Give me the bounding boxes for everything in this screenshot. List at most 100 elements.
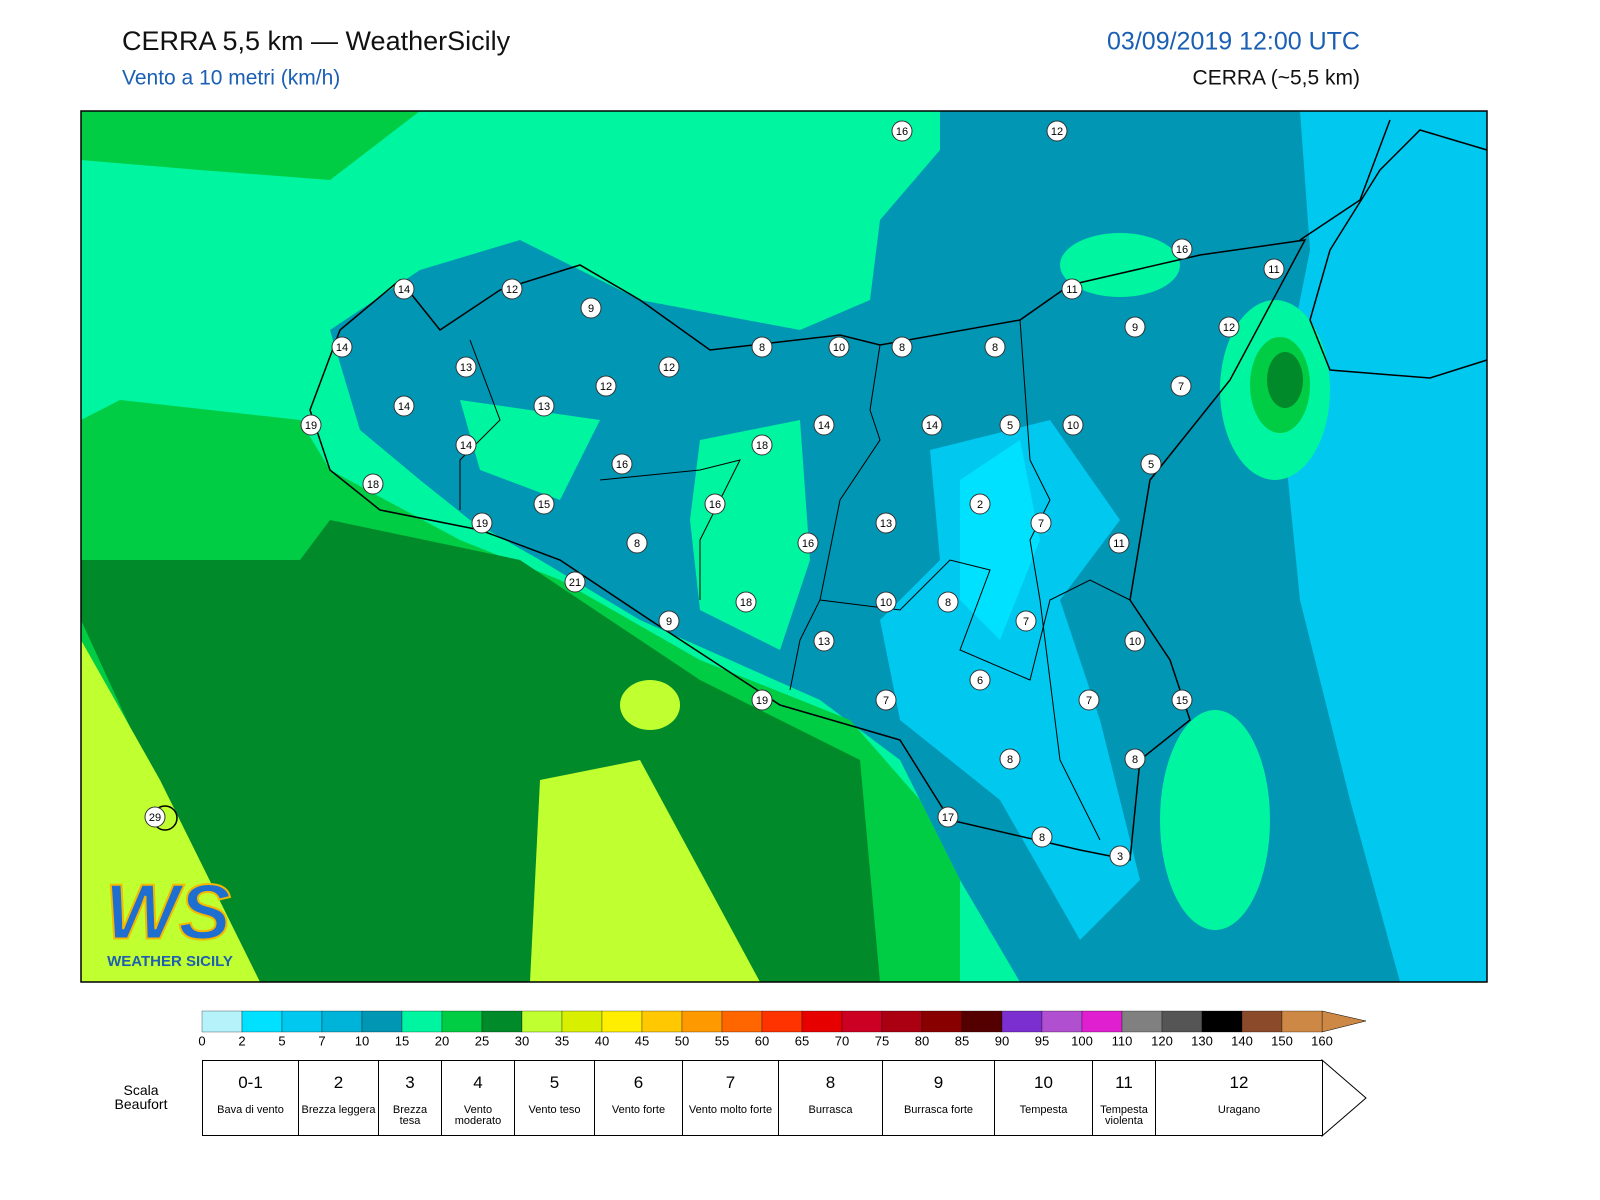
station-marker: [1108, 532, 1130, 554]
colorbar-segment: [201, 1010, 243, 1033]
colorbar-tick-label: 20: [435, 1033, 449, 1048]
station-value: 14: [926, 420, 938, 432]
station-value: 19: [756, 695, 768, 707]
colorbar-tick-label: 130: [1191, 1033, 1213, 1048]
beaufort-force: 2: [333, 1073, 344, 1092]
colorbar-segment: [1121, 1010, 1163, 1033]
beaufort-force: 12: [1229, 1073, 1249, 1092]
station-marker: [797, 532, 819, 554]
beaufort-name: Brezza leggera: [301, 1104, 376, 1116]
station-value: 16: [616, 459, 628, 471]
colorbar-segment: [761, 1010, 803, 1033]
colorbar-tick-label: 75: [875, 1033, 889, 1048]
colorbar-tick-label: 70: [835, 1033, 849, 1048]
colorbar-segment: [401, 1010, 443, 1033]
logo-text: WEATHER SICILY: [107, 953, 233, 970]
colorbar-segment: [561, 1010, 603, 1033]
station-marker: [564, 571, 586, 593]
colorbar-segment: [241, 1010, 283, 1033]
station-marker: [937, 806, 959, 828]
colorbar-segment: [1241, 1010, 1283, 1033]
station-value: 11: [1066, 284, 1077, 296]
beaufort-class: 4 Vento moderato: [441, 1060, 515, 1136]
colorbar-segment: [1041, 1010, 1083, 1033]
colorbar-segment: [1001, 1010, 1043, 1033]
colorbar-tick-label: 35: [555, 1033, 569, 1048]
colorbar-tick-label: 5: [278, 1033, 285, 1048]
station-marker: [969, 493, 991, 515]
colorbar-tick-label: 160: [1311, 1033, 1333, 1048]
beaufort-force: 0-1: [238, 1073, 263, 1092]
beaufort-name: Uragano: [1217, 1104, 1261, 1116]
beaufort-class: 9 Burrasca forte: [882, 1060, 995, 1136]
station-value: 6: [977, 675, 983, 687]
beaufort-class: 11 Tempesta violenta: [1092, 1060, 1156, 1136]
station-value: 18: [740, 597, 752, 609]
station-marker: [921, 414, 943, 436]
station-marker: [501, 278, 523, 300]
station-marker: [331, 336, 353, 358]
colorbar-segment: [1281, 1010, 1323, 1033]
colorbar-segment: [1161, 1010, 1203, 1033]
station-value: 14: [818, 420, 830, 432]
station-value: 15: [538, 499, 550, 511]
beaufort-force: 3: [405, 1073, 415, 1092]
map-frame: [80, 110, 1488, 983]
beaufort-class: 6 Vento forte: [594, 1060, 683, 1136]
station-value: 12: [1223, 322, 1235, 334]
beaufort-class: 3 Brezza tesa: [378, 1060, 442, 1136]
station-marker: [751, 434, 773, 456]
beaufort-force: 5: [549, 1073, 560, 1092]
colorbar-tick-label: 85: [955, 1033, 969, 1048]
station-value: 8: [1039, 832, 1045, 844]
field-area: [1280, 111, 1487, 982]
colorbar-tick-label: 120: [1151, 1033, 1173, 1048]
province-border: [459, 339, 501, 510]
beaufort-name: Tempesta violenta: [1100, 1104, 1148, 1127]
colorbar-segment: [881, 1010, 923, 1033]
station-value: 5: [1148, 459, 1154, 471]
station-value: 3: [1117, 851, 1123, 863]
station-value: 12: [1051, 126, 1063, 138]
station-marker: [1015, 610, 1037, 632]
station-value: 13: [538, 401, 550, 413]
station-marker: [813, 630, 835, 652]
beaufort-class: 2 Brezza leggera: [298, 1060, 379, 1136]
field-area: [1160, 710, 1270, 930]
station-marker: [1140, 453, 1162, 475]
colorbar-segment: [1081, 1010, 1123, 1033]
station-value: 7: [883, 695, 889, 707]
field-area: [960, 440, 1040, 640]
colorbar-tick-label: 45: [635, 1033, 649, 1048]
beaufort-name: Vento teso: [528, 1104, 581, 1116]
wind-field: [80, 110, 1488, 983]
beaufort-name: Burrasca forte: [903, 1104, 974, 1116]
station-marker: [999, 414, 1021, 436]
station-value: 10: [880, 597, 892, 609]
colorbar-segment: [721, 1010, 763, 1033]
field-area: [1267, 352, 1303, 408]
station-marker: [626, 532, 648, 554]
station-marker: [471, 512, 493, 534]
station-marker: [1031, 826, 1053, 848]
station-marker: [1124, 316, 1146, 338]
station-value: 14: [336, 342, 348, 354]
station-value: 16: [896, 126, 908, 138]
station-value: 9: [588, 303, 594, 315]
station-value: 19: [305, 420, 317, 432]
station-marker: [999, 748, 1021, 770]
colorbar-segment: [1201, 1010, 1243, 1033]
station-value: 8: [899, 342, 905, 354]
subtitle: Vento a 10 metri (km/h): [122, 67, 340, 90]
beaufort-name: Vento molto forte: [688, 1104, 773, 1116]
station-marker: [704, 493, 726, 515]
station-value: 12: [506, 284, 518, 296]
beaufort-force: 7: [725, 1073, 736, 1092]
datetime: 03/09/2019 12:00 UTC: [1107, 28, 1360, 56]
colorbar-segment: [921, 1010, 963, 1033]
beaufort-class: 10 Tempesta: [994, 1060, 1093, 1136]
beaufort-class: 5 Vento teso: [514, 1060, 595, 1136]
station-value: 10: [1067, 420, 1079, 432]
